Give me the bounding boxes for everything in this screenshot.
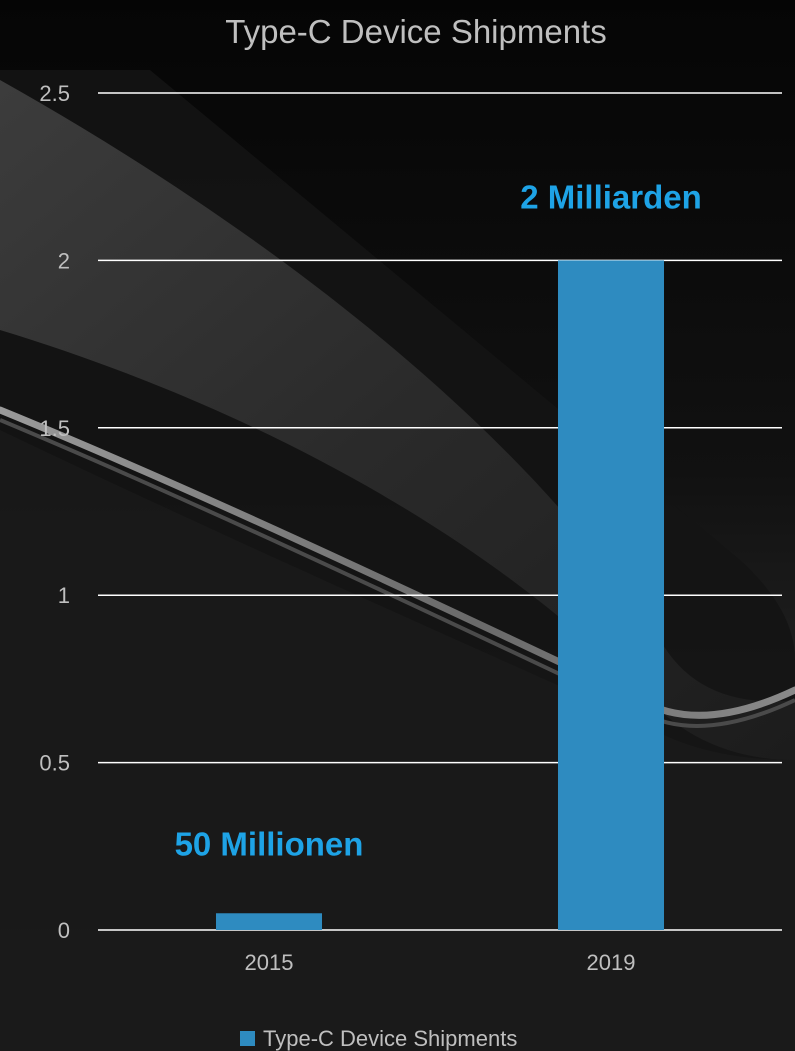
y-tick-label: 2 [58,248,70,273]
x-tick-label: 2015 [245,950,294,975]
bar-2015 [215,913,323,930]
legend: Type-C Device Shipments [240,1026,517,1051]
legend-label: Type-C Device Shipments [263,1026,517,1051]
y-tick-label: 0.5 [39,751,70,776]
bar-2019 [557,260,665,930]
y-axis-tick-labels: 0 0.5 1 1.5 2 2.5 [39,81,70,943]
data-label: 2 Milliarden [520,178,702,215]
y-tick-label: 1.5 [39,416,70,441]
data-labels: 50 Millionen 2 Milliarden [175,178,702,862]
y-tick-label: 1 [58,583,70,608]
y-tick-label: 0 [58,918,70,943]
gridlines [98,92,782,931]
bars [215,260,665,930]
legend-swatch [240,1031,255,1046]
x-tick-label: 2019 [587,950,636,975]
data-label: 50 Millionen [175,825,364,862]
y-tick-label: 2.5 [39,81,70,106]
x-axis-tick-labels: 2015 2019 [245,950,636,975]
chart-title: Type-C Device Shipments [225,13,606,50]
